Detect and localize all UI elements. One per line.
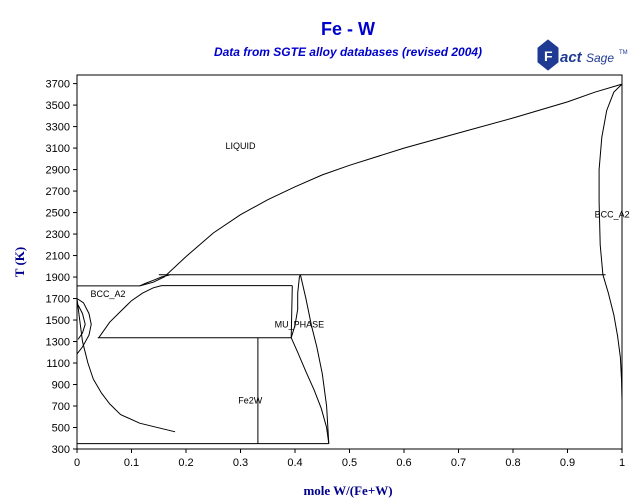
y-tick-label: 300: [52, 444, 70, 456]
phase-boundary-line: [139, 83, 623, 287]
phase-boundaries: [76, 83, 623, 445]
phase-boundary-line: [290, 337, 330, 444]
y-axis-label: T (K): [12, 247, 27, 277]
y-tick-label: 700: [52, 401, 70, 413]
chart-subtitle: Data from SGTE alloy databases (revised …: [214, 45, 482, 59]
x-tick-label: 0.8: [505, 457, 520, 469]
y-tick-label: 1900: [46, 272, 70, 284]
phase-boundary-line: [602, 274, 623, 401]
phase-label: BCC_A2: [91, 289, 126, 299]
y-tick-label: 500: [52, 423, 70, 435]
x-tick-label: 0.3: [233, 457, 248, 469]
svg-text:TM: TM: [619, 50, 628, 56]
y-tick-label: 2100: [46, 251, 70, 263]
chart-title: Fe - W: [321, 19, 375, 39]
phase-label: Fe2W: [238, 396, 263, 406]
x-tick-label: 0.7: [451, 457, 466, 469]
factsage-logo: F act Sage TM: [537, 39, 628, 71]
y-tick-label: 900: [52, 380, 70, 392]
phase-boundary-line: [299, 274, 330, 444]
x-axis: 0 0.1 0.2 0.3 0.4 0.5 0.6 0.7 0.8 0.9 1: [74, 449, 625, 469]
phase-boundary-line: [76, 298, 92, 355]
phase-label: LIQUID: [225, 141, 256, 151]
x-tick-label: 0.4: [287, 457, 302, 469]
y-axis: 300 500 700 900 1100 1300 1500 1700 1900 2100 2300…: [46, 79, 77, 456]
svg-text:act: act: [560, 49, 583, 66]
phase-boundary-line: [598, 83, 623, 275]
y-tick-label: 3700: [46, 79, 70, 91]
x-tick-label: 0.6: [396, 457, 411, 469]
x-axis-label: mole W/(Fe+W): [303, 483, 392, 498]
y-tick-label: 2500: [46, 208, 70, 220]
x-tick-label: 1: [619, 457, 625, 469]
x-tick-label: 0.1: [124, 457, 139, 469]
y-tick-label: 1300: [46, 337, 70, 349]
y-tick-label: 3500: [46, 100, 70, 112]
svg-text:Sage: Sage: [586, 51, 614, 65]
x-tick-label: 0.2: [178, 457, 193, 469]
phase-boundary-line: [290, 274, 301, 338]
phase-boundary-line: [76, 298, 176, 433]
y-tick-label: 1700: [46, 294, 70, 306]
y-tick-label: 3300: [46, 122, 70, 134]
phase-boundary-line: [98, 285, 162, 338]
y-tick-label: 2900: [46, 165, 70, 177]
y-tick-label: 3100: [46, 143, 70, 155]
phase-labels: LIQUID BCC_A2 BCC_A2 MU_PHASE Fe2W: [91, 141, 630, 406]
svg-text:F: F: [544, 48, 553, 64]
x-tick-label: 0: [74, 457, 80, 469]
phase-label: BCC_A2: [595, 210, 630, 220]
plot-area: [76, 74, 623, 450]
phase-label: MU_PHASE: [275, 319, 325, 329]
y-tick-label: 2300: [46, 229, 70, 241]
y-tick-label: 2700: [46, 186, 70, 198]
y-tick-label: 1500: [46, 315, 70, 327]
y-tick-label: 1100: [46, 358, 70, 370]
x-tick-label: 0.9: [560, 457, 575, 469]
phase-boundary-line: [139, 274, 170, 287]
phase-boundary-line: [290, 285, 293, 338]
x-tick-label: 0.5: [342, 457, 357, 469]
phase-boundary-line: [77, 304, 86, 340]
